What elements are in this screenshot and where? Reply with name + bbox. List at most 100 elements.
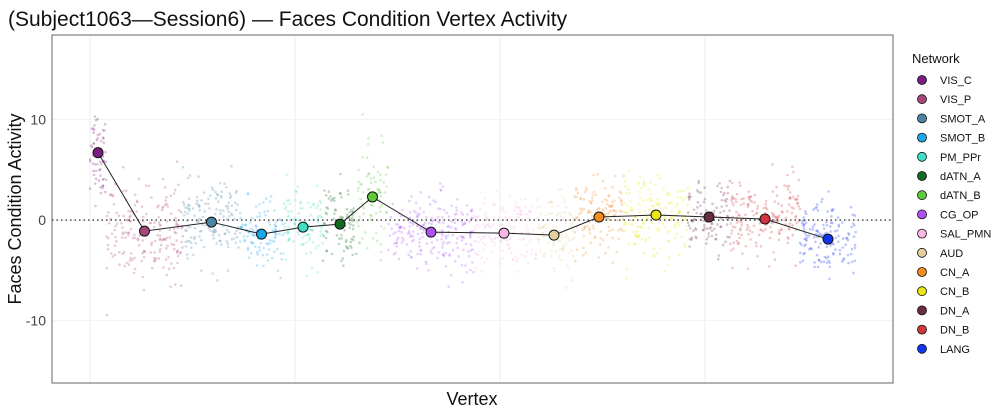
- scatter-point: [846, 253, 850, 257]
- legend-item-smot_a[interactable]: SMOT_A: [917, 113, 986, 125]
- legend-item-dn_b[interactable]: DN_B: [917, 325, 970, 337]
- scatter-point: [174, 231, 178, 235]
- scatter-point: [620, 198, 623, 202]
- scatter-point: [640, 186, 643, 190]
- legend-item-dn_a[interactable]: DN_A: [917, 305, 971, 317]
- scatter-point: [799, 261, 802, 264]
- legend-item-lang[interactable]: LANG: [917, 344, 970, 356]
- scatter-point: [114, 235, 117, 239]
- scatter-point: [719, 211, 722, 214]
- legend-item-sal_pmn[interactable]: SAL_PMN: [917, 229, 992, 241]
- scatter-point: [738, 236, 741, 240]
- scatter-point: [286, 199, 289, 202]
- scatter-point: [501, 209, 505, 212]
- scatter-point: [833, 230, 837, 233]
- scatter-point: [416, 232, 420, 236]
- scatter-point: [538, 205, 542, 208]
- scatter-point: [127, 231, 130, 234]
- scatter-point: [402, 238, 405, 242]
- scatter-point: [104, 190, 107, 194]
- scatter-point: [96, 133, 100, 137]
- scatter-point: [853, 259, 857, 263]
- scatter-point: [231, 213, 234, 217]
- scatter-point: [696, 206, 699, 209]
- scatter-point: [258, 212, 262, 215]
- legend-item-aud[interactable]: AUD: [917, 248, 964, 260]
- scatter-point: [474, 266, 478, 270]
- scatter-point: [405, 242, 409, 246]
- legend-item-vis_c[interactable]: VIS_C: [917, 75, 972, 87]
- scatter-point: [103, 122, 107, 126]
- scatter-point: [475, 252, 478, 256]
- scatter-point: [841, 246, 844, 249]
- legend-item-datn_b[interactable]: dATN_B: [917, 190, 981, 202]
- legend-item-smot_b[interactable]: SMOT_B: [917, 133, 986, 145]
- scatter-point: [214, 197, 218, 200]
- scatter-point: [561, 249, 565, 253]
- scatter-point: [644, 240, 647, 243]
- scatter-point: [282, 202, 286, 205]
- scatter-point: [372, 176, 376, 179]
- scatter-point: [549, 254, 553, 258]
- scatter-point: [115, 211, 118, 215]
- legend-item-datn_a[interactable]: dATN_A: [917, 171, 982, 183]
- scatter-point: [585, 188, 588, 192]
- scatter-point: [631, 230, 635, 234]
- legend-item-cn_a[interactable]: CN_A: [917, 267, 971, 279]
- scatter-point: [346, 189, 350, 192]
- scatter-point: [441, 253, 445, 256]
- scatter-point: [418, 212, 421, 216]
- legend-item-cg_op[interactable]: CG_OP: [917, 209, 979, 221]
- scatter-point: [804, 210, 807, 213]
- scatter-point: [740, 221, 743, 224]
- scatter-point: [449, 274, 453, 277]
- scatter-point: [647, 227, 650, 230]
- scatter-point: [726, 185, 730, 189]
- scatter-point: [342, 249, 346, 253]
- scatter-point: [685, 228, 688, 231]
- scatter-point: [730, 229, 734, 232]
- scatter-point: [618, 190, 622, 193]
- scatter-point: [589, 201, 593, 205]
- scatter-point: [650, 205, 654, 208]
- scatter-point: [468, 220, 471, 224]
- scatter-point: [300, 243, 303, 247]
- scatter-point: [428, 203, 432, 206]
- scatter-point: [754, 241, 758, 245]
- scatter-point: [251, 228, 255, 232]
- scatter-point: [542, 225, 546, 228]
- scatter-point: [720, 186, 723, 190]
- scatter-point: [771, 214, 775, 218]
- scatter-point: [817, 246, 821, 249]
- scatter-point: [482, 201, 485, 205]
- scatter-point: [327, 197, 331, 200]
- scatter-point: [837, 223, 841, 227]
- scatter-point: [589, 211, 593, 214]
- scatter-point: [316, 271, 320, 274]
- scatter-point: [324, 194, 328, 197]
- scatter-point: [450, 204, 453, 208]
- scatter-point: [829, 221, 833, 224]
- scatter-point: [822, 227, 826, 230]
- scatter-point: [162, 266, 165, 269]
- legend-item-pm_ppr[interactable]: PM_PPr: [917, 152, 982, 164]
- legend-item-vis_p[interactable]: VIS_P: [917, 94, 972, 106]
- legend-item-cn_b[interactable]: CN_B: [917, 286, 970, 298]
- scatter-point: [567, 265, 570, 269]
- scatter-point: [98, 132, 102, 136]
- scatter-point: [680, 235, 684, 239]
- scatter-point: [481, 236, 485, 239]
- scatter-point: [710, 222, 714, 226]
- legend-title[interactable]: Network: [912, 51, 960, 66]
- scatter-point: [526, 227, 529, 231]
- scatter-point: [528, 231, 531, 235]
- scatter-point: [325, 249, 329, 253]
- scatter-point: [716, 184, 719, 188]
- legend-key-icon: [917, 305, 927, 316]
- scatter-point: [129, 256, 132, 260]
- legend-key-icon: [917, 171, 927, 181]
- scatter-point: [489, 237, 493, 241]
- scatter-point: [803, 244, 806, 248]
- scatter-point: [392, 232, 395, 235]
- scatter-point: [480, 256, 484, 260]
